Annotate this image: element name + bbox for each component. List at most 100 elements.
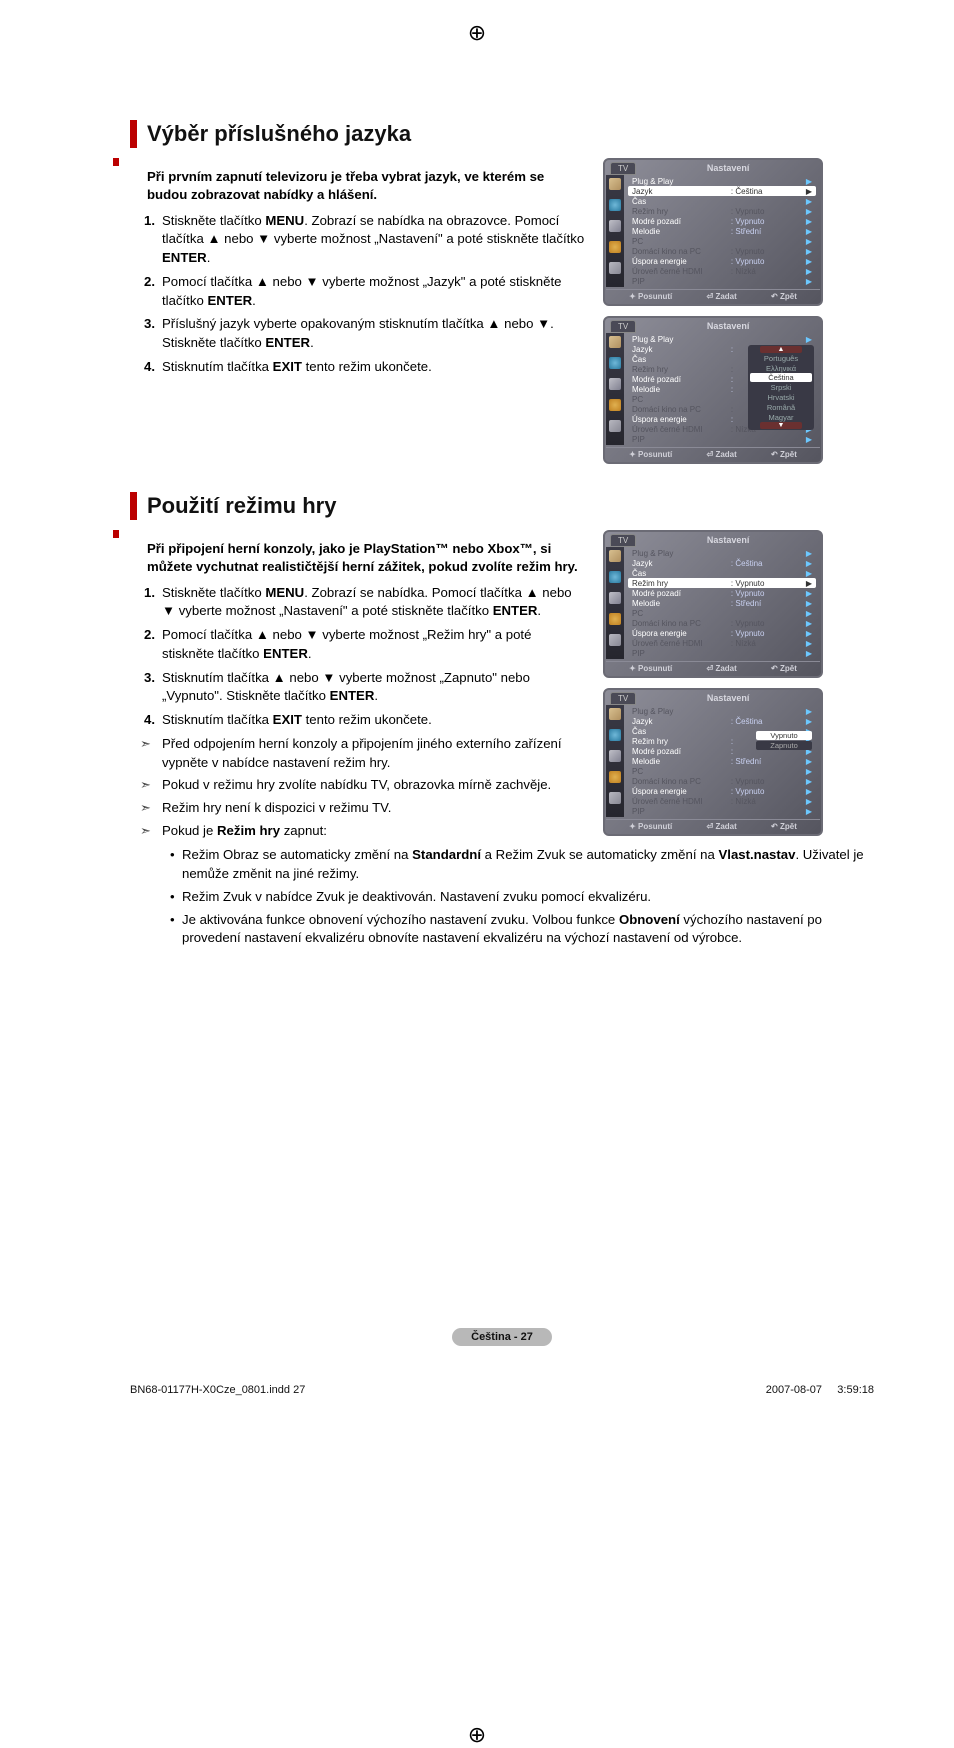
tv-footer: ✦ Posunutí⏎ Zadat↶ Zpět xyxy=(606,819,820,833)
menu-row: Úroveň černé HDMI: Nízká▶ xyxy=(628,638,816,648)
input-icon xyxy=(609,420,621,432)
sublist-item: Režim Obraz se automaticky změní na Stan… xyxy=(182,846,874,883)
tv-menu-title: Nastavení xyxy=(636,693,820,703)
setup-icon xyxy=(609,613,621,625)
menu-row: Úroveň černé HDMI: Nízká▶ xyxy=(628,266,816,276)
tv-sidebar xyxy=(606,547,624,659)
tv-menu-3: TVNastavení Plug & Play▶Jazyk: Čeština▶Ča… xyxy=(603,530,823,678)
setup-icon xyxy=(609,241,621,253)
menu-row: Režim hry: Vypnuto▶ xyxy=(628,578,816,588)
menu-row: Modré pozadí: Vypnuto▶ xyxy=(628,588,816,598)
pic-icon xyxy=(609,708,621,720)
menu-row: Melodie: Střední▶ xyxy=(628,756,816,766)
tv-footer: ✦ Posunutí⏎ Zadat↶ Zpět xyxy=(606,447,820,461)
page-label: Čeština - 27 xyxy=(452,1328,552,1346)
menu-row: Úspora energie: Vypnuto▶ xyxy=(628,786,816,796)
section1-intro: Při prvním zapnutí televizoru je třeba v… xyxy=(130,168,585,204)
tv-menu-1: TVNastavení Plug & Play▶Jazyk: Čeština▶Ča… xyxy=(603,158,823,306)
footer-left: BN68-01177H-X0Cze_0801.indd 27 xyxy=(130,1384,305,1396)
menu-row: PIP▶ xyxy=(628,806,816,816)
menu-row: PIP▶ xyxy=(628,434,816,444)
tv-menu-4: TVNastaveníPlug & Play▶Jazyk: Čeština▶Ča… xyxy=(603,688,823,836)
section1-steps: 1.Stiskněte tlačítko MENU. Zobrazí se na… xyxy=(130,212,585,377)
menu-row: Plug & Play▶ xyxy=(628,334,816,344)
menu-row: Melodie: Střední▶ xyxy=(628,598,816,608)
setup-icon xyxy=(609,771,621,783)
section2-steps: 1.Stiskněte tlačítko MENU. Zobrazí se na… xyxy=(130,584,585,730)
menu-row: Jazyk: Čeština▶ xyxy=(628,716,816,726)
menu-row: Režim hry: Vypnuto▶ xyxy=(628,206,816,216)
menu-row: Modré pozadí: Vypnuto▶ xyxy=(628,216,816,226)
setup-icon xyxy=(609,399,621,411)
menu-row: Čas▶ xyxy=(628,196,816,206)
sound-icon xyxy=(609,199,621,211)
language-popup: ▲PortuguêsΕλληνικάČeštinaSrpskiHrvatskiR… xyxy=(748,345,814,430)
menu-row: Úroveň černé HDMI: Nízká▶ xyxy=(628,796,816,806)
sound-icon xyxy=(609,357,621,369)
section2-sublist: Režim Obraz se automaticky změní na Stan… xyxy=(164,846,874,948)
step: 3.Příslušný jazyk vyberte opakovaným sti… xyxy=(162,315,585,352)
tv-tab: TV xyxy=(610,320,636,333)
tv-menu-2: TVNastaveníPlug & Play▶Jazyk:▶Čas▶Režim … xyxy=(603,316,823,464)
sublist-item: Režim Zvuk v nabídce Zvuk je deaktivován… xyxy=(182,888,874,907)
tv-footer: ✦ Posunutí⏎ Zadat↶ Zpět xyxy=(606,661,820,675)
step: 1.Stiskněte tlačítko MENU. Zobrazí se na… xyxy=(162,584,585,621)
note-item: Pokud je Režim hry zapnut: xyxy=(162,822,585,841)
intro-bullet xyxy=(113,158,585,166)
tv-sidebar xyxy=(606,705,624,817)
step: 4.Stisknutím tlačítka EXIT tento režim u… xyxy=(162,358,585,377)
menu-row: Plug & Play▶ xyxy=(628,176,816,186)
onoff-popup: VypnutoZapnuto xyxy=(756,731,812,750)
registration-mark-top: ⊕ xyxy=(468,20,486,46)
menu-row: PIP▶ xyxy=(628,276,816,286)
intro-bullet-2 xyxy=(113,530,585,538)
menu-row: Plug & Play▶ xyxy=(628,548,816,558)
menu-row: PC▶ xyxy=(628,766,816,776)
menu-row: Čas▶ xyxy=(628,568,816,578)
pic-icon xyxy=(609,550,621,562)
footer-right: 2007-08-07 3:59:18 xyxy=(766,1384,874,1396)
input-icon xyxy=(609,634,621,646)
tv-sidebar xyxy=(606,175,624,287)
tv-menu-title: Nastavení xyxy=(636,321,820,331)
channel-icon xyxy=(609,220,621,232)
step: 3.Stisknutím tlačítka ▲ nebo ▼ vyberte m… xyxy=(162,669,585,706)
menu-row: Domácí kino na PC: Vypnuto▶ xyxy=(628,246,816,256)
note-item: Režim hry není k dispozici v režimu TV. xyxy=(162,799,585,818)
note-item: Pokud v režimu hry zvolíte nabídku TV, o… xyxy=(162,776,585,795)
menu-row: PIP▶ xyxy=(628,648,816,658)
menu-row: Úspora energie: Vypnuto▶ xyxy=(628,628,816,638)
menu-row: PC▶ xyxy=(628,236,816,246)
sound-icon xyxy=(609,729,621,741)
channel-icon xyxy=(609,750,621,762)
step: 2.Pomocí tlačítka ▲ nebo ▼ vyberte možno… xyxy=(162,626,585,663)
section2-title: Použití režimu hry xyxy=(130,492,874,520)
menu-row: Domácí kino na PC: Vypnuto▶ xyxy=(628,776,816,786)
tv-menu-title: Nastavení xyxy=(636,535,820,545)
registration-mark-bottom: ⊕ xyxy=(468,1722,486,1748)
sound-icon xyxy=(609,571,621,583)
pic-icon xyxy=(609,178,621,190)
note-item: Před odpojením herní konzoly a připojení… xyxy=(162,735,585,772)
input-icon xyxy=(609,792,621,804)
tv-tab: TV xyxy=(610,534,636,547)
section2-notes: Před odpojením herní konzoly a připojení… xyxy=(130,735,585,841)
menu-row: Jazyk: Čeština▶ xyxy=(628,558,816,568)
tv-tab: TV xyxy=(610,692,636,705)
channel-icon xyxy=(609,592,621,604)
menu-row: Domácí kino na PC: Vypnuto▶ xyxy=(628,618,816,628)
section2-intro: Při připojení herní konzoly, jako je Pla… xyxy=(130,540,585,576)
sublist-item: Je aktivována funkce obnovení výchozího … xyxy=(182,911,874,948)
tv-tab: TV xyxy=(610,162,636,175)
input-icon xyxy=(609,262,621,274)
channel-icon xyxy=(609,378,621,390)
menu-row: Melodie: Střední▶ xyxy=(628,226,816,236)
tv-footer: ✦ Posunutí⏎ Zadat↶ Zpět xyxy=(606,289,820,303)
step: 1.Stiskněte tlačítko MENU. Zobrazí se na… xyxy=(162,212,585,268)
pic-icon xyxy=(609,336,621,348)
menu-row: Jazyk: Čeština▶ xyxy=(628,186,816,196)
step: 4.Stisknutím tlačítka EXIT tento režim u… xyxy=(162,711,585,730)
menu-row: Plug & Play▶ xyxy=(628,706,816,716)
tv-menu-title: Nastavení xyxy=(636,163,820,173)
menu-row: Úspora energie: Vypnuto▶ xyxy=(628,256,816,266)
